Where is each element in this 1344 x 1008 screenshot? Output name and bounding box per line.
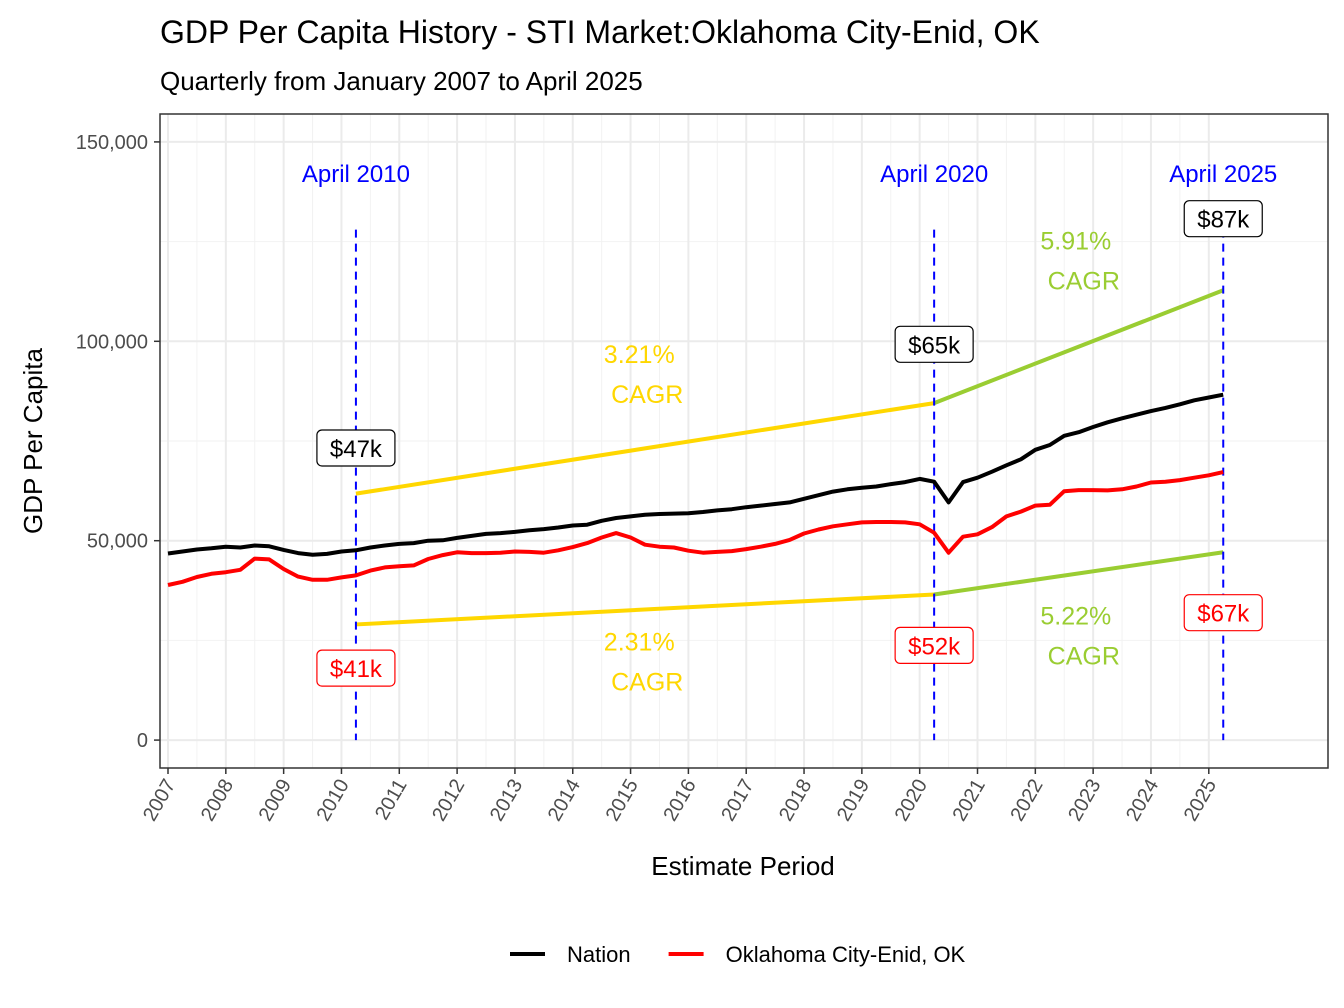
- annotations: 3.21% CAGR 5.91% CAGR 2.31% CAGR 5.22% CAGR $47k…: [316, 200, 1263, 696]
- cagr-value-label: 2.31%: [604, 628, 675, 656]
- value-label-box: [1183, 200, 1263, 238]
- plot-border: [159, 113, 1329, 769]
- x-tick-label: 2013: [486, 776, 527, 826]
- value-label-text: $87k: [1197, 207, 1250, 234]
- value-label-box: [894, 325, 974, 363]
- value-label-text: $47k: [330, 436, 383, 463]
- value-label-text: $65k: [908, 332, 961, 359]
- cagr-trend-line: [933, 288, 1224, 405]
- y-tick-label: 150,000: [76, 132, 148, 154]
- cagr-word-label: CAGR: [1048, 268, 1120, 296]
- x-tick-label: 2016: [659, 776, 700, 826]
- legend-label: Oklahoma City-Enid, OK: [726, 942, 966, 967]
- x-tick-label: 2024: [1122, 776, 1163, 826]
- series-lines: [167, 392, 1224, 587]
- x-tick-label: 2011: [371, 776, 412, 824]
- x-tick-label: 2022: [1006, 776, 1047, 826]
- x-tick-label: 2025: [1180, 776, 1221, 826]
- cagr-value-label: 5.91%: [1040, 228, 1111, 256]
- value-label-box: [1183, 594, 1263, 632]
- series-line-nation: [167, 392, 1224, 557]
- marker-label: April 2020: [880, 161, 988, 188]
- x-tick-label: 2023: [1064, 776, 1105, 826]
- x-tick-label: 2009: [255, 776, 296, 826]
- value-label-text: $67k: [1197, 601, 1250, 628]
- x-tick-label: 2012: [428, 776, 469, 826]
- marker-label: April 2025: [1169, 161, 1277, 188]
- trend-lines: [355, 288, 1224, 627]
- cagr-word-label: CAGR: [611, 381, 683, 409]
- x-tick-label: 2021: [949, 776, 990, 826]
- x-tick-label: 2019: [833, 776, 874, 826]
- cagr-word-label: CAGR: [611, 668, 683, 696]
- x-tick-label: 2007: [139, 776, 180, 826]
- cagr-value-label: 5.22%: [1040, 602, 1111, 630]
- y-axis-title: GDP Per Capita: [18, 347, 48, 533]
- x-tick-label: 2015: [602, 776, 643, 826]
- cagr-value-label: 3.21%: [604, 341, 675, 369]
- value-label-text: $52k: [908, 633, 961, 660]
- x-tick-label: 2010: [312, 776, 353, 826]
- marker-label: April 2010: [302, 161, 410, 188]
- legend-label: Nation: [567, 942, 631, 967]
- vertical-markers: April 2010 April 2020 April 2025: [302, 161, 1277, 741]
- cagr-trend-line: [355, 401, 935, 496]
- y-tick-label: 50,000: [87, 531, 148, 553]
- x-tick-label: 2020: [891, 776, 932, 826]
- chart-title: GDP Per Capita History - STI Market:Okla…: [160, 14, 1040, 50]
- x-tick-label: 2008: [197, 776, 238, 826]
- value-label-text: $41k: [330, 656, 383, 683]
- value-label-box: [316, 429, 396, 467]
- x-tick-label: 2014: [544, 776, 585, 826]
- y-tick-label: 0: [137, 730, 148, 752]
- x-tick-label: 2017: [717, 776, 758, 826]
- cagr-trend-line: [933, 550, 1224, 597]
- series-line-oklahoma-city-enid-ok: [167, 470, 1224, 587]
- chart-subtitle: Quarterly from January 2007 to April 202…: [160, 66, 643, 96]
- cagr-word-label: CAGR: [1048, 642, 1120, 670]
- cagr-trend-line: [355, 592, 935, 627]
- x-axis-title: Estimate Period: [651, 851, 835, 881]
- value-label-box: [316, 649, 396, 687]
- legend: Nation Oklahoma City-Enid, OK: [510, 942, 966, 967]
- value-label-box: [894, 626, 974, 664]
- y-tick-label: 100,000: [76, 331, 148, 353]
- x-tick-label: 2018: [775, 776, 816, 826]
